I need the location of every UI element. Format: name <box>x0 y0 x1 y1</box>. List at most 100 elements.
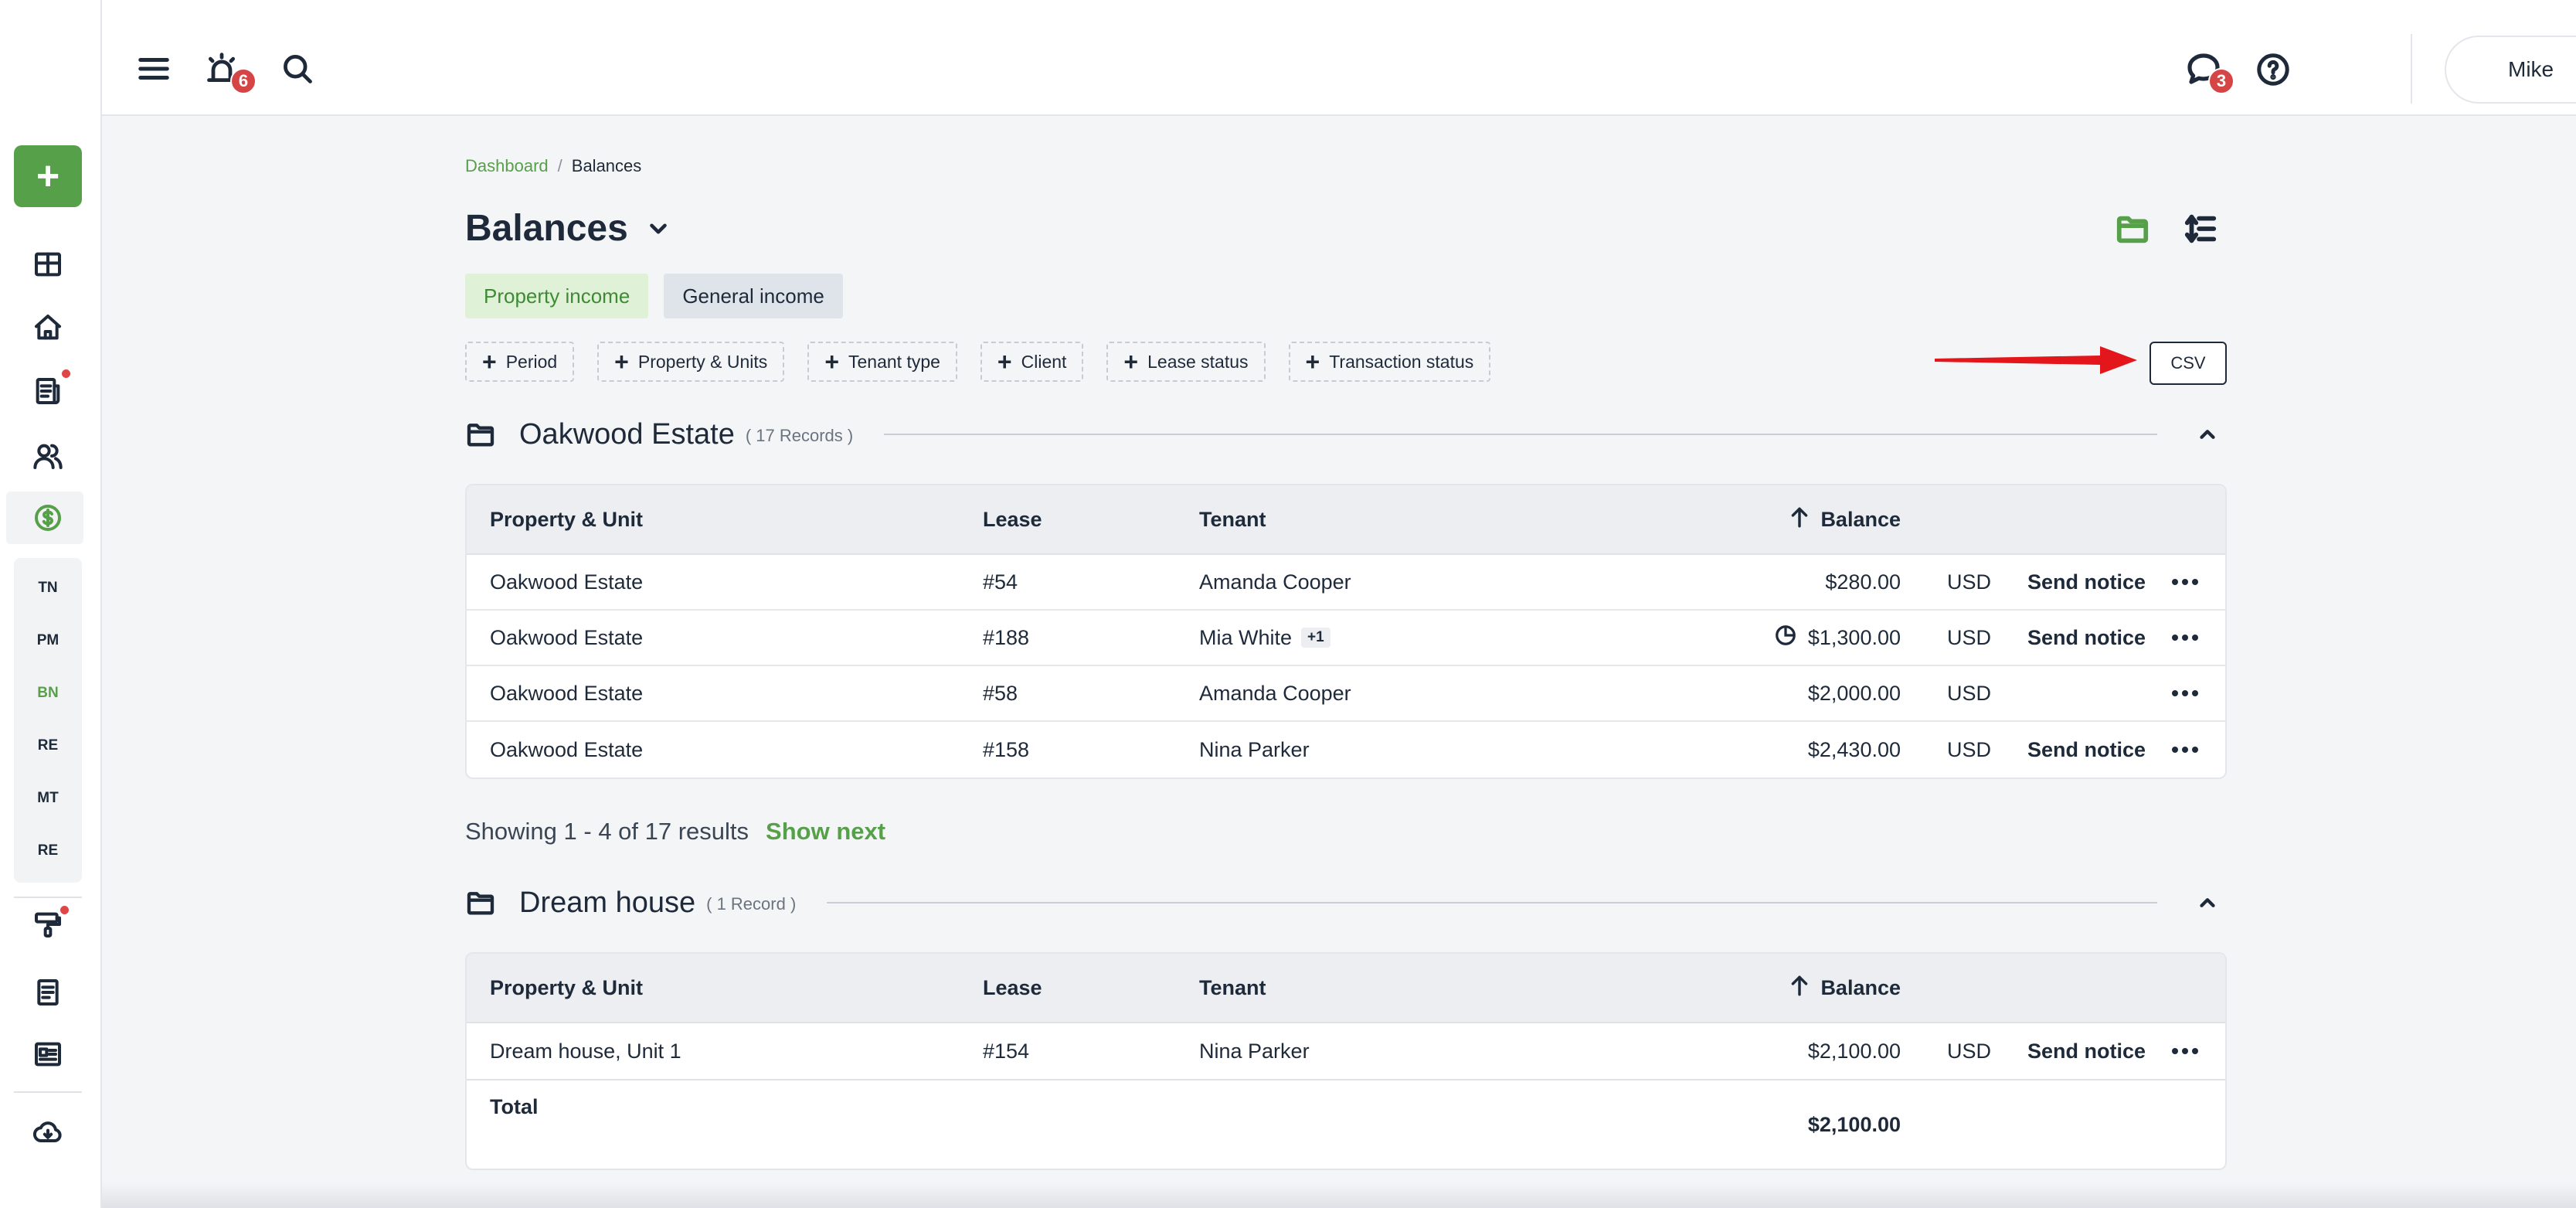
filter-client[interactable]: + Client <box>980 342 1084 382</box>
cell-tenant[interactable]: Nina Parker <box>1199 1039 1310 1063</box>
additional-tenants-badge[interactable]: +1 <box>1301 628 1330 648</box>
table-row[interactable]: Oakwood Estate #158 Nina Parker $2,430.0… <box>467 722 2225 778</box>
table-row[interactable]: Oakwood Estate #54 Amanda Cooper $280.00… <box>467 555 2225 611</box>
workspace-re[interactable]: RE <box>37 737 59 754</box>
filter-transaction-status[interactable]: + Transaction status <box>1288 342 1491 382</box>
pagination-summary: Showing 1 - 4 of 17 results Show next <box>465 818 885 846</box>
workspace-mt[interactable]: MT <box>37 790 59 806</box>
csv-export-button[interactable]: CSV <box>2149 342 2227 385</box>
user-menu[interactable]: Mike <box>2445 36 2576 104</box>
chevron-up-icon <box>2200 898 2215 907</box>
cell-property: Oakwood Estate <box>490 570 644 594</box>
total-row: Total $2,100.00 <box>467 1079 2225 1169</box>
chevron-down-icon <box>650 223 667 234</box>
cell-property: Dream house, Unit 1 <box>490 1039 681 1063</box>
group-header-oakwood: Oakwood Estate ( 17 Records ) <box>465 411 2227 458</box>
sidebar-divider <box>14 897 82 898</box>
cell-tenant[interactable]: Mia White +1 <box>1199 611 1330 665</box>
cell-balance: $2,000.00 <box>1807 681 1901 705</box>
cell-tenant[interactable]: Amanda Cooper <box>1199 570 1351 594</box>
column-tenant[interactable]: Tenant <box>1199 975 1266 999</box>
plus-icon: + <box>482 348 497 376</box>
collapse-button[interactable] <box>2188 883 2227 922</box>
filter-period[interactable]: + Period <box>465 342 575 382</box>
more-options-icon[interactable] <box>2171 611 2199 665</box>
column-balance[interactable]: Balance <box>1789 485 1901 553</box>
page-title-dropdown[interactable]: Balances <box>465 207 671 250</box>
dashboard-icon[interactable] <box>26 243 70 286</box>
column-lease[interactable]: Lease <box>983 507 1042 531</box>
more-options-icon[interactable] <box>2171 555 2199 609</box>
folder-view-button[interactable] <box>2111 207 2154 250</box>
send-notice-button[interactable]: Send notice <box>2027 570 2146 594</box>
breadcrumb-dashboard-link[interactable]: Dashboard <box>465 156 549 175</box>
help-icon[interactable] <box>2251 48 2295 91</box>
workspace-re-2[interactable]: RE <box>37 842 59 859</box>
more-options-icon[interactable] <box>2171 666 2199 720</box>
workspace-panel <box>14 558 82 883</box>
send-notice-button[interactable]: Send notice <box>2027 1039 2146 1063</box>
balance-value: $1,300.00 <box>1807 625 1901 649</box>
tab-general-income[interactable]: General income <box>664 274 843 318</box>
cell-tenant[interactable]: Nina Parker <box>1199 737 1310 761</box>
topbar-divider <box>2411 34 2412 104</box>
maintenance-icon[interactable] <box>26 903 70 946</box>
cloud-download-icon[interactable] <box>26 1111 70 1155</box>
income-tabs: Property income General income <box>465 274 843 318</box>
column-balance-label: Balance <box>1820 507 1901 531</box>
filter-label: Transaction status <box>1329 351 1474 372</box>
folder-icon <box>2116 216 2149 243</box>
document-icon[interactable] <box>26 971 70 1014</box>
column-tenant[interactable]: Tenant <box>1199 507 1266 531</box>
cell-lease[interactable]: #188 <box>983 625 1030 649</box>
more-options-icon[interactable] <box>2171 722 2199 778</box>
cell-lease[interactable]: #158 <box>983 737 1030 761</box>
send-notice-button[interactable]: Send notice <box>2027 737 2146 761</box>
column-balance[interactable]: Balance <box>1789 954 1901 1022</box>
cell-lease[interactable]: #54 <box>983 570 1018 594</box>
column-lease[interactable]: Lease <box>983 975 1042 999</box>
chat-icon[interactable] <box>2182 48 2225 91</box>
page-title: Balances <box>465 208 628 249</box>
cell-currency: USD <box>1947 1039 1992 1063</box>
column-property[interactable]: Property & Unit <box>490 975 644 999</box>
dollar-icon[interactable] <box>26 496 70 539</box>
home-icon[interactable] <box>26 306 70 349</box>
cell-currency: USD <box>1947 737 1992 761</box>
workspace-pm[interactable]: PM <box>36 632 59 648</box>
table-row[interactable]: Dream house, Unit 1 #154 Nina Parker $2,… <box>467 1023 2225 1079</box>
menu-icon[interactable] <box>133 48 175 90</box>
search-icon[interactable] <box>277 48 318 90</box>
total-value: $2,100.00 <box>1807 1112 1901 1136</box>
filter-lease-status[interactable]: + Lease status <box>1106 342 1266 382</box>
plus-icon: + <box>1305 348 1320 376</box>
workspace-bn[interactable]: BN <box>37 685 59 701</box>
send-notice-button[interactable]: Send notice <box>2027 625 2146 649</box>
sort-list-button[interactable] <box>2179 207 2222 250</box>
cell-property: Oakwood Estate <box>490 737 644 761</box>
table-row[interactable]: Oakwood Estate #58 Amanda Cooper $2,000.… <box>467 666 2225 722</box>
filter-label: Period <box>505 351 558 372</box>
add-button[interactable]: + <box>14 145 82 207</box>
tab-property-income[interactable]: Property income <box>465 274 649 318</box>
messages-badge: 3 <box>2208 68 2234 94</box>
more-options-icon[interactable] <box>2171 1023 2199 1079</box>
cell-property: Oakwood Estate <box>490 625 644 649</box>
filter-tenant-type[interactable]: + Tenant type <box>807 342 957 382</box>
cell-lease[interactable]: #154 <box>983 1039 1030 1063</box>
collapse-button[interactable] <box>2188 415 2227 454</box>
workspace-tn[interactable]: TN <box>38 580 58 596</box>
folder-icon <box>465 887 496 918</box>
show-next-link[interactable]: Show next <box>766 818 886 845</box>
cell-tenant[interactable]: Amanda Cooper <box>1199 681 1351 705</box>
leases-icon[interactable] <box>26 369 70 413</box>
filter-property-units[interactable]: + Property & Units <box>597 342 785 382</box>
people-icon[interactable] <box>26 434 70 478</box>
table-row[interactable]: Oakwood Estate #188 Mia White +1 $1,300.… <box>467 611 2225 666</box>
news-icon[interactable] <box>26 1033 70 1076</box>
group-divider <box>884 434 2157 435</box>
cell-lease[interactable]: #58 <box>983 681 1018 705</box>
column-property[interactable]: Property & Unit <box>490 507 644 531</box>
sidebar: + TN PM BN RE MT RE <box>0 0 102 1208</box>
plus-icon: + <box>997 348 1012 376</box>
